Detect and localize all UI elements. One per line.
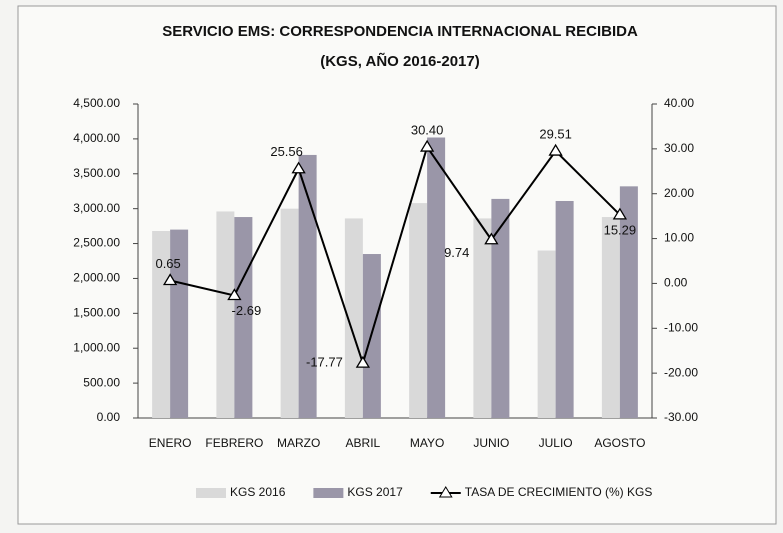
line [169,144,621,367]
y-tick-label: 3,000.00 [73,201,120,215]
bar [619,186,638,418]
x-tick-label: JUNIO [473,436,509,450]
y2-tick-label: -20.00 [664,365,698,379]
legend-swatch [196,488,226,498]
y2-tick-label: -30.00 [664,410,698,424]
bar [537,250,556,418]
marker [162,273,178,286]
bar [601,217,620,418]
x-tick-label: FEBRERO [205,436,263,450]
x-tick-label: MAYO [410,436,444,450]
y-tick-label: 4,500.00 [73,96,120,110]
bar [298,154,317,418]
data-label: 25.56 [270,144,303,159]
data-label: -2.69 [232,303,262,318]
bar [473,218,492,418]
marker [355,355,371,368]
y2-tick-label: 0.00 [664,276,688,290]
y-tick-label: 3,500.00 [73,166,120,180]
data-label: 29.51 [539,126,572,141]
marker [484,232,499,245]
y2-tick-label: -10.00 [664,320,698,334]
x-tick-label: ENERO [149,436,192,450]
data-label: 15.29 [604,222,637,237]
x-tick-label: AGOSTO [594,436,645,450]
y-tick-label: 4,000.00 [73,131,120,145]
chart-frame [17,5,777,525]
data-label: 0.65 [155,256,180,271]
x-tick-label: ABRIL [346,436,381,450]
marker [612,207,628,220]
bar [555,200,574,418]
bar [280,208,299,418]
y2-tick-label: 20.00 [664,186,694,200]
bar [491,198,510,418]
legend-label: KGS 2017 [347,485,403,499]
legend-swatch [313,488,344,498]
y-tick-label: 0.00 [97,410,121,424]
bar [427,137,446,418]
data-label: -17.77 [306,355,343,370]
y-tick-label: 500.00 [83,375,120,389]
y2-tick-label: 10.00 [664,231,694,245]
legend-swatch [438,486,453,498]
data-label: 30.40 [411,123,444,138]
bar [409,203,428,418]
marker [419,139,435,152]
x-tick-label: JULIO [539,436,573,450]
y2-tick-label: 30.00 [664,141,694,155]
marker [291,161,306,174]
bar [216,211,235,418]
legend-label: TASA DE CRECIMIENTO (%) KGS [465,485,653,499]
y-tick-label: 2,500.00 [73,236,120,250]
y-tick-label: 1,000.00 [73,340,120,354]
marker [548,143,563,156]
chart-title: SERVICIO EMS: CORRESPONDENCIA INTERNACIO… [162,23,638,40]
y-tick-label: 1,500.00 [73,306,120,320]
y-tick-label: 2,000.00 [73,271,120,285]
bar [170,229,189,418]
chart-subtitle: (KGS, AÑO 2016-2017) [320,52,480,70]
y2-tick-label: 40.00 [664,96,694,110]
data-label: 9.74 [444,245,469,260]
bar [344,218,363,418]
marker [227,288,242,301]
x-tick-label: MARZO [277,436,320,450]
bar [152,230,171,418]
legend-label: KGS 2016 [230,485,286,499]
